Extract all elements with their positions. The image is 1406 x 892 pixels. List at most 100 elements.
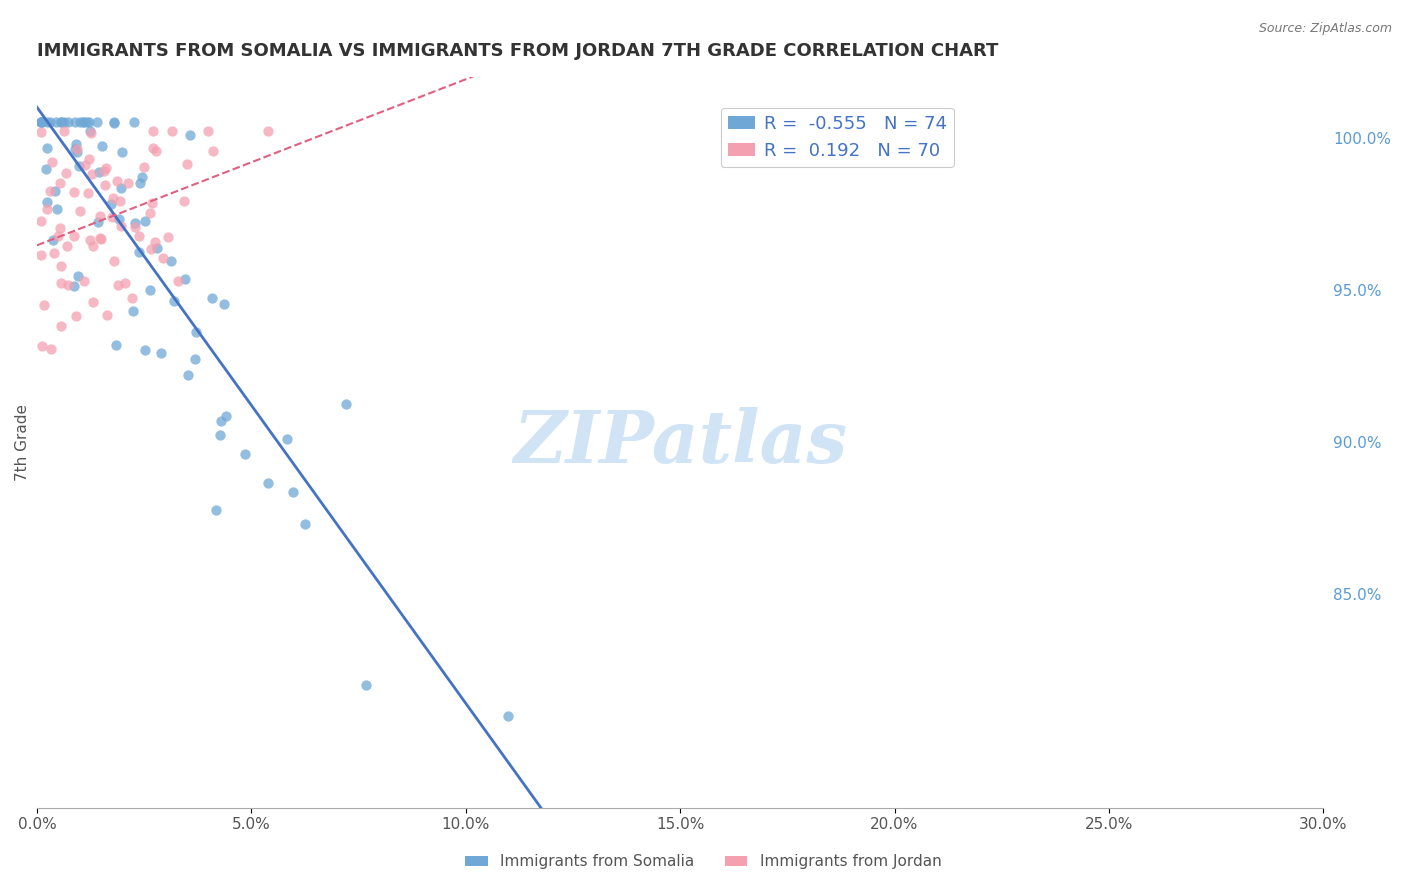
Point	[79, 124, 101, 138]
Point	[152, 251, 174, 265]
Point	[48, 176, 70, 190]
Point	[124, 216, 146, 230]
Point	[49, 115, 72, 129]
Point	[73, 115, 96, 129]
Point	[53, 115, 76, 129]
Point	[30, 214, 52, 228]
Point	[163, 293, 186, 308]
Point	[129, 176, 152, 190]
Point	[215, 409, 238, 423]
Point	[214, 297, 236, 311]
Point	[31, 338, 53, 352]
Point	[56, 115, 79, 129]
Point	[77, 152, 100, 166]
Point	[69, 115, 91, 129]
Point	[32, 298, 55, 312]
Point	[67, 159, 90, 173]
Point	[176, 157, 198, 171]
Point	[30, 115, 52, 129]
Point	[49, 259, 72, 273]
Text: IMMIGRANTS FROM SOMALIA VS IMMIGRANTS FROM JORDAN 7TH GRADE CORRELATION CHART: IMMIGRANTS FROM SOMALIA VS IMMIGRANTS FR…	[37, 42, 998, 60]
Point	[79, 233, 101, 247]
Point	[128, 228, 150, 243]
Point	[65, 137, 87, 152]
Point	[114, 277, 136, 291]
Point	[138, 284, 160, 298]
Point	[100, 210, 122, 224]
Point	[134, 343, 156, 357]
Text: Source: ZipAtlas.com: Source: ZipAtlas.com	[1258, 22, 1392, 36]
Point	[49, 318, 72, 333]
Point	[103, 116, 125, 130]
Point	[111, 145, 134, 160]
Point	[89, 165, 111, 179]
Point	[30, 125, 52, 139]
Point	[146, 241, 169, 255]
Point	[82, 294, 104, 309]
Point	[128, 244, 150, 259]
Point	[335, 397, 357, 411]
Point	[131, 169, 153, 184]
Point	[160, 254, 183, 268]
Point	[145, 144, 167, 158]
Point	[56, 278, 79, 293]
Point	[179, 128, 201, 143]
Point	[39, 343, 62, 357]
Point	[104, 338, 127, 352]
Point	[66, 145, 89, 159]
Point	[496, 709, 519, 723]
Point	[108, 194, 131, 209]
Point	[82, 239, 104, 253]
Point	[69, 204, 91, 219]
Point	[103, 115, 125, 129]
Point	[256, 124, 278, 138]
Point	[82, 167, 104, 181]
Point	[65, 115, 87, 129]
Point	[67, 269, 90, 284]
Point	[49, 115, 72, 129]
Point	[174, 272, 197, 286]
Point	[354, 678, 377, 692]
Point	[89, 231, 111, 245]
Point	[176, 368, 198, 383]
Point	[49, 221, 72, 235]
Point	[30, 248, 52, 262]
Point	[110, 180, 132, 194]
Point	[37, 194, 59, 209]
Y-axis label: 7th Grade: 7th Grade	[15, 404, 30, 481]
Point	[72, 115, 94, 129]
Point	[142, 124, 165, 138]
Point	[35, 161, 58, 176]
Point	[96, 308, 118, 322]
Point	[73, 274, 96, 288]
Point	[55, 239, 77, 253]
Point	[87, 215, 110, 229]
Point	[167, 274, 190, 288]
Point	[91, 139, 114, 153]
Point	[283, 484, 305, 499]
Point	[107, 278, 129, 293]
Point	[73, 157, 96, 171]
Point	[156, 230, 179, 244]
Point	[256, 476, 278, 491]
Point	[45, 115, 67, 129]
Text: ZIPatlas: ZIPatlas	[513, 407, 848, 477]
Point	[35, 202, 58, 216]
Point	[65, 309, 87, 323]
Point	[77, 115, 100, 129]
Point	[160, 124, 183, 138]
Point	[205, 503, 228, 517]
Point	[39, 115, 62, 129]
Point	[121, 292, 143, 306]
Point	[94, 178, 117, 192]
Point	[42, 233, 65, 247]
Legend: Immigrants from Somalia, Immigrants from Jordan: Immigrants from Somalia, Immigrants from…	[458, 848, 948, 875]
Point	[103, 254, 125, 268]
Point	[124, 115, 146, 129]
Point	[186, 325, 208, 339]
Point	[96, 161, 118, 175]
Point	[117, 176, 139, 190]
Point	[93, 164, 115, 178]
Point	[90, 232, 112, 246]
Point	[63, 279, 86, 293]
